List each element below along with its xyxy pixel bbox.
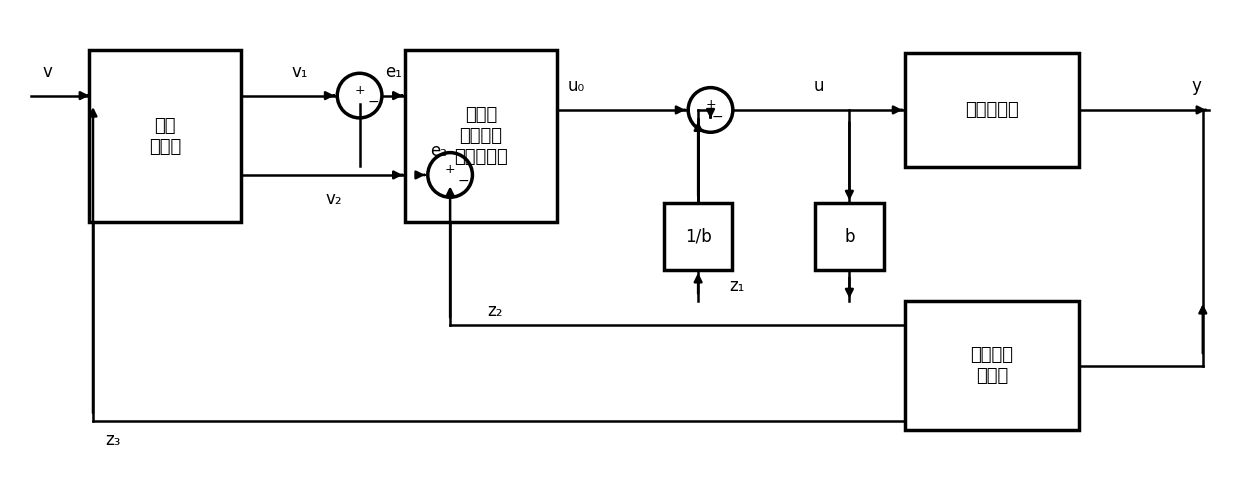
Text: 1/b: 1/b	[684, 228, 712, 246]
Text: −: −	[712, 110, 723, 124]
Text: −: −	[367, 95, 378, 109]
Text: y: y	[1192, 77, 1202, 95]
Text: u₀: u₀	[568, 77, 585, 95]
Text: z₂: z₂	[487, 302, 503, 320]
Text: 直流微电网: 直流微电网	[965, 101, 1019, 119]
Text: z₁: z₁	[729, 277, 744, 294]
Bar	[89, 50, 241, 222]
Text: v₁: v₁	[291, 63, 309, 81]
Text: e₂: e₂	[430, 142, 448, 160]
Bar	[905, 301, 1079, 430]
Text: z₃: z₃	[105, 431, 120, 449]
Text: +: +	[355, 84, 365, 97]
Text: +: +	[445, 163, 455, 176]
Text: 非线性
状态误差
反馈控制律: 非线性 状态误差 反馈控制律	[454, 107, 508, 166]
Text: 扩张状态
观测器: 扩张状态 观测器	[971, 346, 1013, 385]
Bar	[816, 203, 884, 270]
Text: v₂: v₂	[326, 190, 342, 208]
Text: v: v	[42, 63, 52, 81]
Text: 跟踪
微分器: 跟踪 微分器	[149, 117, 181, 156]
Text: +: +	[706, 98, 715, 111]
Text: u: u	[813, 77, 825, 95]
Text: b: b	[844, 228, 854, 246]
Bar	[665, 203, 732, 270]
Text: e₁: e₁	[386, 63, 402, 81]
Bar	[405, 50, 557, 222]
Bar	[905, 53, 1079, 167]
Text: −: −	[458, 174, 469, 188]
